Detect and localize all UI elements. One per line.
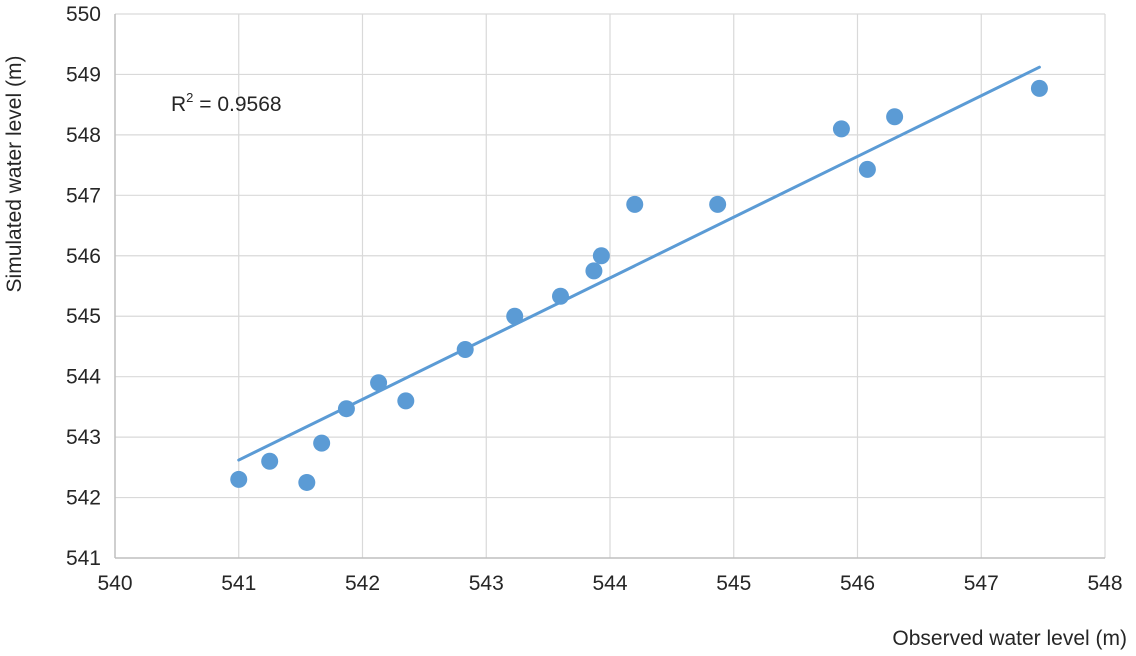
r-squared-value: = 0.9568	[193, 93, 281, 116]
y-tick-label: 550	[66, 3, 101, 26]
data-points	[230, 79, 1048, 491]
x-tick-label: 540	[97, 572, 132, 595]
r-squared-superscript: 2	[186, 90, 193, 105]
data-point	[592, 247, 610, 265]
data-point	[261, 452, 279, 470]
x-tick-label: 545	[716, 572, 751, 595]
y-axis-title: Simulated water level (m)	[3, 56, 26, 293]
y-tick-label: 547	[66, 184, 101, 207]
y-tick-label: 546	[66, 245, 101, 268]
y-tick-label: 548	[66, 124, 101, 147]
r-squared-annotation: R2 = 0.9568	[171, 90, 282, 116]
data-point	[709, 195, 727, 213]
data-point	[298, 473, 316, 491]
y-tick-label: 542	[66, 487, 101, 510]
grid-lines	[115, 13, 1106, 558]
axes	[114, 14, 1105, 559]
data-point	[230, 470, 248, 488]
y-tick-label: 543	[66, 426, 101, 449]
y-tick-label: 549	[66, 63, 101, 86]
data-point	[626, 195, 644, 213]
trendline	[237, 65, 1041, 462]
x-tick-label: 541	[221, 572, 256, 595]
data-point	[456, 340, 474, 358]
x-tick-label: 544	[592, 572, 627, 595]
data-point	[552, 287, 569, 305]
x-axis-title: Observed water level (m)	[892, 627, 1127, 650]
data-point	[506, 307, 524, 325]
y-tick-label: 545	[66, 305, 101, 328]
x-tick-labels: 540 541 542 543 544 545 546 547 548	[97, 572, 1122, 595]
data-point	[858, 160, 876, 178]
x-tick-label: 543	[469, 572, 504, 595]
data-point	[313, 434, 331, 452]
data-point	[886, 108, 904, 126]
data-point	[397, 392, 415, 410]
trendline-group	[237, 65, 1041, 462]
data-point	[370, 374, 388, 392]
x-tick-label: 546	[840, 572, 875, 595]
data-point	[1030, 79, 1048, 97]
data-point	[585, 262, 603, 280]
x-tick-label: 542	[345, 572, 380, 595]
r-squared-base: R	[171, 93, 186, 116]
x-tick-label: 547	[964, 572, 999, 595]
data-point	[832, 120, 850, 138]
y-tick-label: 541	[66, 547, 101, 570]
y-tick-label: 544	[66, 366, 101, 389]
x-tick-label: 548	[1087, 572, 1122, 595]
y-tick-labels: 541 542 543 544 545 546 547 548 549 550	[66, 3, 101, 570]
data-point	[337, 400, 355, 418]
